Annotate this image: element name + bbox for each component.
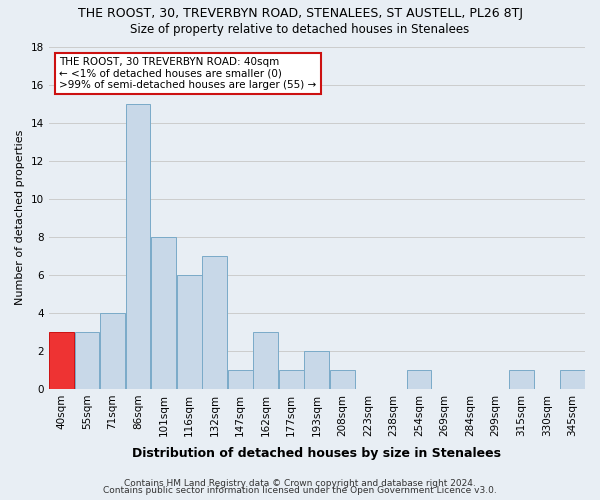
Bar (49, 332, 74, 389)
Bar (202, 256, 227, 389)
Bar (100, 313, 125, 389)
Y-axis label: Number of detached properties: Number of detached properties (15, 130, 25, 306)
Text: Size of property relative to detached houses in Stenalees: Size of property relative to detached ho… (130, 22, 470, 36)
Bar (304, 351, 329, 389)
Text: Contains public sector information licensed under the Open Government Licence v3: Contains public sector information licen… (103, 486, 497, 495)
Bar (228, 370, 253, 389)
Bar (509, 370, 533, 389)
Text: THE ROOST, 30, TREVERBYN ROAD, STENALEES, ST AUSTELL, PL26 8TJ: THE ROOST, 30, TREVERBYN ROAD, STENALEES… (77, 8, 523, 20)
Bar (177, 275, 202, 389)
X-axis label: Distribution of detached houses by size in Stenalees: Distribution of detached houses by size … (133, 447, 502, 460)
Bar (407, 370, 431, 389)
Bar (125, 104, 151, 389)
Bar (151, 236, 176, 389)
Bar (560, 370, 584, 389)
Bar (279, 370, 304, 389)
Text: THE ROOST, 30 TREVERBYN ROAD: 40sqm
← <1% of detached houses are smaller (0)
>99: THE ROOST, 30 TREVERBYN ROAD: 40sqm ← <1… (59, 57, 317, 90)
Text: Contains HM Land Registry data © Crown copyright and database right 2024.: Contains HM Land Registry data © Crown c… (124, 478, 476, 488)
Bar (74, 332, 100, 389)
Bar (253, 332, 278, 389)
Bar (330, 370, 355, 389)
